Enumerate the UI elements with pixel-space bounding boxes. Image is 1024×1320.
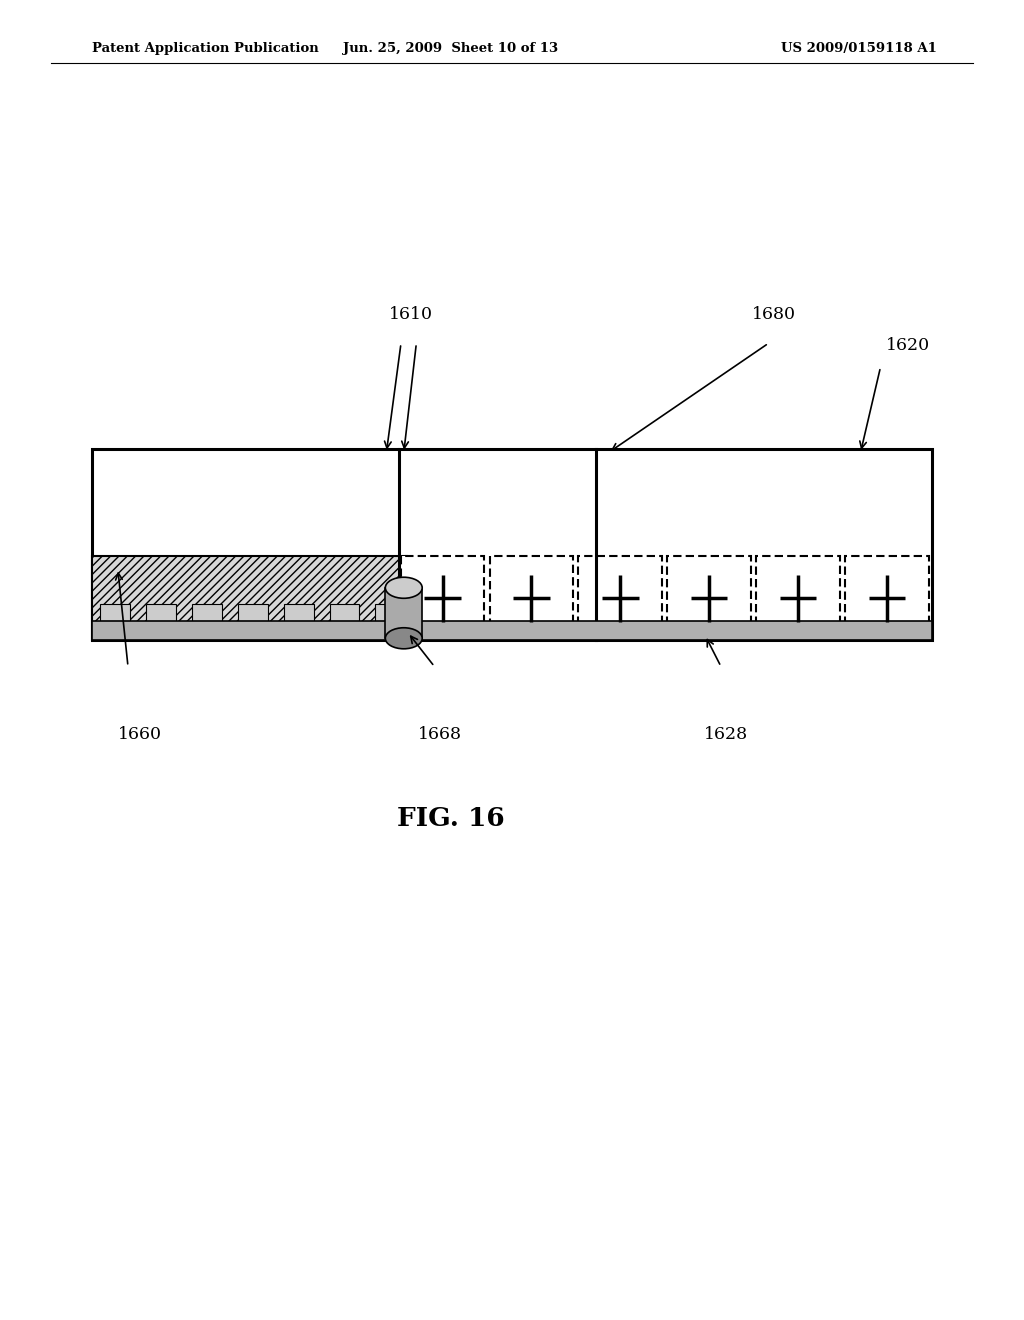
Text: Jun. 25, 2009  Sheet 10 of 13: Jun. 25, 2009 Sheet 10 of 13: [343, 42, 558, 54]
Text: 1660: 1660: [118, 726, 162, 743]
Bar: [238, 603, 267, 622]
Bar: [92, 556, 407, 640]
Ellipse shape: [385, 628, 422, 649]
Text: 1610: 1610: [389, 306, 433, 323]
Bar: [385, 587, 422, 639]
Text: 1668: 1668: [418, 726, 462, 743]
Text: 1620: 1620: [886, 337, 930, 354]
Bar: [146, 603, 176, 622]
Bar: [284, 603, 313, 622]
Bar: [330, 603, 359, 622]
Bar: [489, 556, 573, 640]
Bar: [376, 603, 406, 622]
Text: FIG. 16: FIG. 16: [396, 807, 505, 830]
Bar: [845, 556, 929, 640]
Bar: [92, 449, 932, 640]
Bar: [92, 620, 932, 640]
Bar: [579, 556, 663, 640]
Bar: [400, 556, 484, 640]
Text: US 2009/0159118 A1: US 2009/0159118 A1: [781, 42, 937, 54]
Text: Patent Application Publication: Patent Application Publication: [92, 42, 318, 54]
Bar: [193, 603, 222, 622]
Text: 1628: 1628: [705, 726, 749, 743]
Bar: [100, 603, 130, 622]
Ellipse shape: [385, 577, 422, 598]
Bar: [756, 556, 840, 640]
Bar: [668, 556, 751, 640]
Text: 1680: 1680: [752, 306, 796, 323]
